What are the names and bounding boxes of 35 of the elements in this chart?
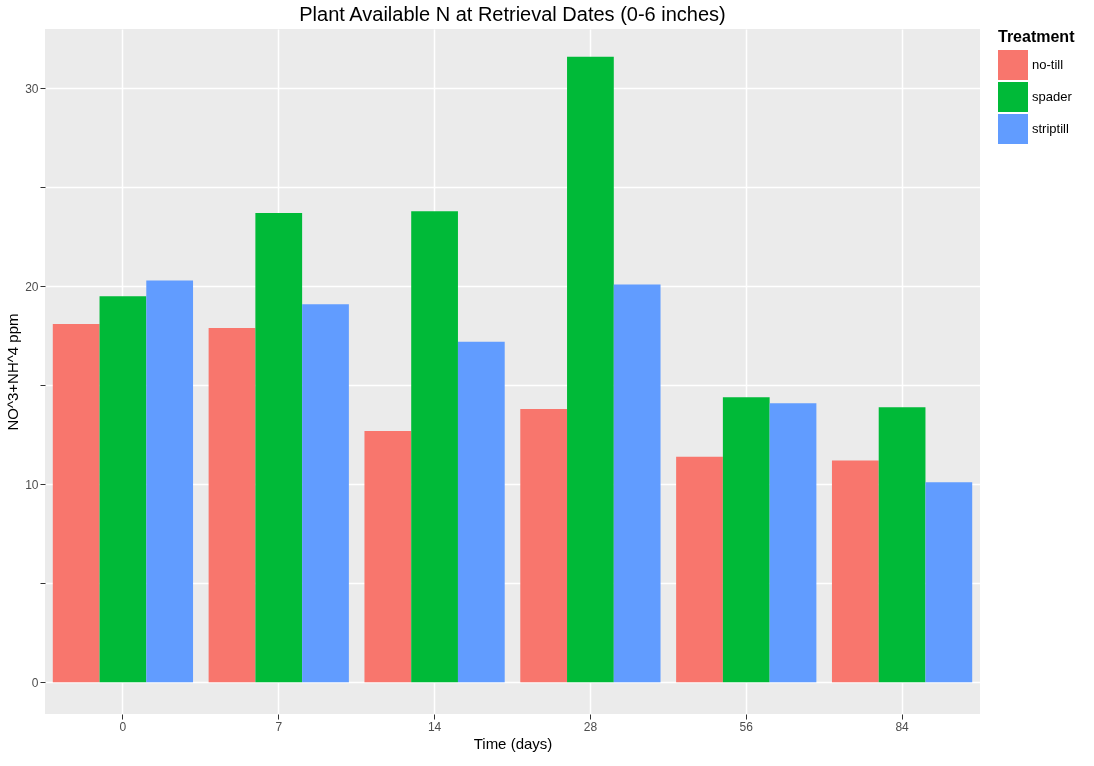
x-tick-label: 56 xyxy=(739,719,754,734)
y-tick-label: 0 xyxy=(31,675,39,690)
bar xyxy=(457,341,505,683)
x-tick-label: 0 xyxy=(119,719,127,734)
bar xyxy=(831,460,879,683)
legend-label: striptill xyxy=(1032,121,1069,136)
bar xyxy=(567,56,614,683)
x-tick-label: 28 xyxy=(583,719,598,734)
bar xyxy=(722,397,770,683)
bar xyxy=(255,213,303,683)
x-tick-label: 14 xyxy=(427,719,442,734)
bar xyxy=(878,407,926,683)
bar xyxy=(364,430,412,683)
legend-title: Treatment xyxy=(998,28,1076,45)
y-tick-label: 20 xyxy=(25,279,39,294)
x-axis-title: Time (days) xyxy=(473,734,553,752)
legend-label: spader xyxy=(1032,89,1073,104)
chart-title: Plant Available N at Retrieval Dates (0-6 inches) xyxy=(299,3,726,25)
bar xyxy=(411,211,458,683)
legend-label: no-till xyxy=(1032,57,1064,72)
bar xyxy=(613,284,661,683)
y-tick-label: 30 xyxy=(25,81,39,96)
bar xyxy=(208,327,256,683)
x-tick-label: 84 xyxy=(895,719,910,734)
y-tick-label: 10 xyxy=(25,477,39,492)
bar xyxy=(520,409,568,683)
bar xyxy=(52,323,100,683)
x-tick-label: 7 xyxy=(275,719,283,734)
bar xyxy=(769,403,817,683)
bar xyxy=(302,304,349,683)
bar xyxy=(146,280,194,683)
bar xyxy=(676,456,723,683)
bar xyxy=(99,296,147,683)
bar xyxy=(925,482,973,683)
y-axis-title: NO^3+NH^4 ppm xyxy=(4,313,22,431)
